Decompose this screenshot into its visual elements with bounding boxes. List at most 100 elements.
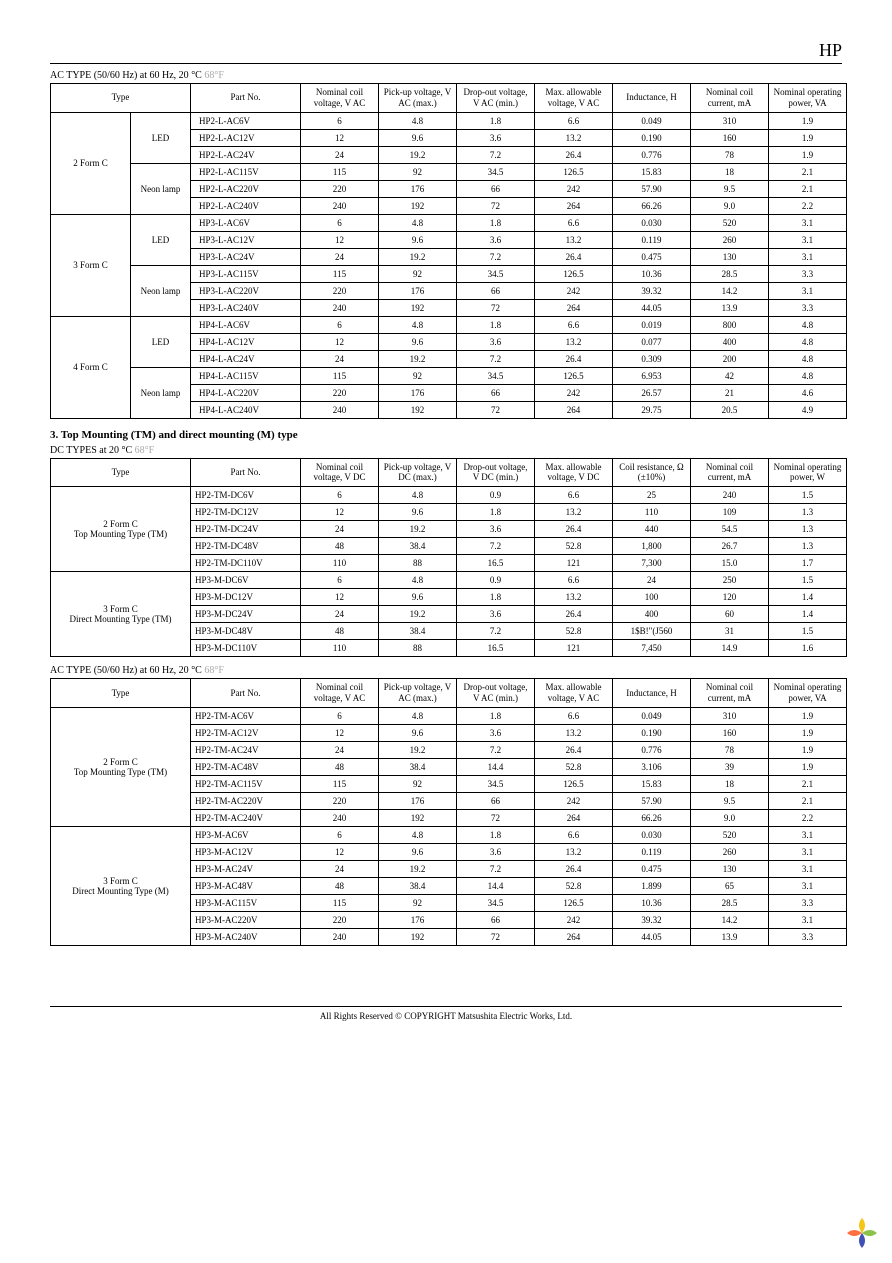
h-c4: Max. allowable voltage, V AC [535,84,613,113]
data-cell: 2.2 [769,197,847,214]
data-cell: 60 [691,606,769,623]
data-cell: 14.2 [691,911,769,928]
data-cell: 0.776 [613,741,691,758]
data-cell: 19.2 [379,741,457,758]
data-cell: 14.9 [691,640,769,657]
data-cell: 6 [301,707,379,724]
data-cell: 1.9 [769,707,847,724]
data-cell: 310 [691,112,769,129]
data-cell: 1.3 [769,538,847,555]
data-cell: 240 [691,487,769,504]
data-cell: 24 [301,146,379,163]
data-cell: 72 [457,401,535,418]
part-cell: HP3-M-DC110V [191,640,301,657]
part-cell: HP3-L-AC240V [191,299,301,316]
data-cell: 3.1 [769,282,847,299]
part-cell: HP4-L-AC220V [191,384,301,401]
h3-c7: Nominal operating power, VA [769,679,847,708]
data-cell: 78 [691,741,769,758]
data-cell: 2.1 [769,180,847,197]
data-cell: 66 [457,911,535,928]
data-cell: 3.1 [769,860,847,877]
data-cell: 26.4 [535,350,613,367]
data-cell: 26.4 [535,741,613,758]
table3-header: Type Part No. Nominal coil voltage, V AC… [51,679,847,708]
part-cell: HP2-TM-AC115V [191,775,301,792]
t3-degc: °C [191,665,202,676]
data-cell: 0.475 [613,860,691,877]
data-cell: 1.9 [769,741,847,758]
data-cell: 66.26 [613,809,691,826]
data-cell: 24 [301,606,379,623]
part-cell: HP3-L-AC220V [191,282,301,299]
data-cell: 242 [535,180,613,197]
part-cell: HP3-M-AC24V [191,860,301,877]
t2-degc: °C [122,445,133,456]
data-cell: 2.1 [769,775,847,792]
data-cell: 121 [535,640,613,657]
data-cell: 115 [301,775,379,792]
h3-c5: Inductance, H [613,679,691,708]
data-cell: 13.2 [535,129,613,146]
data-cell: 242 [535,911,613,928]
data-cell: 1.6 [769,640,847,657]
data-cell: 9.0 [691,809,769,826]
type-cell: 4 Form C [51,316,131,418]
data-cell: 220 [301,282,379,299]
data-cell: 242 [535,792,613,809]
data-cell: 3.6 [457,843,535,860]
data-cell: 34.5 [457,367,535,384]
data-cell: 19.2 [379,146,457,163]
data-cell: 3.1 [769,826,847,843]
data-cell: 20.5 [691,401,769,418]
part-cell: HP4-L-AC240V [191,401,301,418]
h2-c4: Max. allowable voltage, V DC [535,458,613,487]
data-cell: 6 [301,112,379,129]
data-cell: 4.8 [769,350,847,367]
data-cell: 1.9 [769,146,847,163]
data-cell: 520 [691,214,769,231]
data-cell: 6.6 [535,487,613,504]
data-cell: 400 [691,333,769,350]
data-cell: 242 [535,384,613,401]
data-cell: 3.6 [457,231,535,248]
data-cell: 16.5 [457,555,535,572]
data-cell: 26.4 [535,146,613,163]
data-cell: 65 [691,877,769,894]
data-cell: 9.6 [379,129,457,146]
data-cell: 121 [535,555,613,572]
logo-icon [842,1213,882,1253]
data-cell: 4.8 [379,707,457,724]
data-cell: 7.2 [457,741,535,758]
data-cell: 54.5 [691,521,769,538]
data-cell: 66.26 [613,197,691,214]
data-cell: 66 [457,180,535,197]
data-cell: 126.5 [535,265,613,282]
data-cell: 48 [301,877,379,894]
data-cell: 0.049 [613,707,691,724]
subtype-cell: Neon lamp [131,163,191,214]
part-cell: HP3-M-AC12V [191,843,301,860]
part-cell: HP2-L-AC220V [191,180,301,197]
data-cell: 240 [301,809,379,826]
data-cell: 72 [457,809,535,826]
data-cell: 160 [691,129,769,146]
part-cell: HP3-L-AC12V [191,231,301,248]
data-cell: 26.4 [535,606,613,623]
data-cell: 800 [691,316,769,333]
table-row: Neon lampHP3-L-AC115V1159234.5126.510.36… [51,265,847,282]
data-cell: 12 [301,231,379,248]
data-cell: 4.8 [379,316,457,333]
data-cell: 176 [379,180,457,197]
data-cell: 192 [379,809,457,826]
data-cell: 29.75 [613,401,691,418]
data-cell: 3.6 [457,606,535,623]
data-cell: 18 [691,775,769,792]
data-cell: 0.077 [613,333,691,350]
data-cell: 240 [301,401,379,418]
data-cell: 14.4 [457,758,535,775]
data-cell: 57.90 [613,180,691,197]
table-row: 3 Form C Direct Mounting Type (M)HP3-M-A… [51,826,847,843]
part-cell: HP2-TM-AC12V [191,724,301,741]
data-cell: 38.4 [379,877,457,894]
